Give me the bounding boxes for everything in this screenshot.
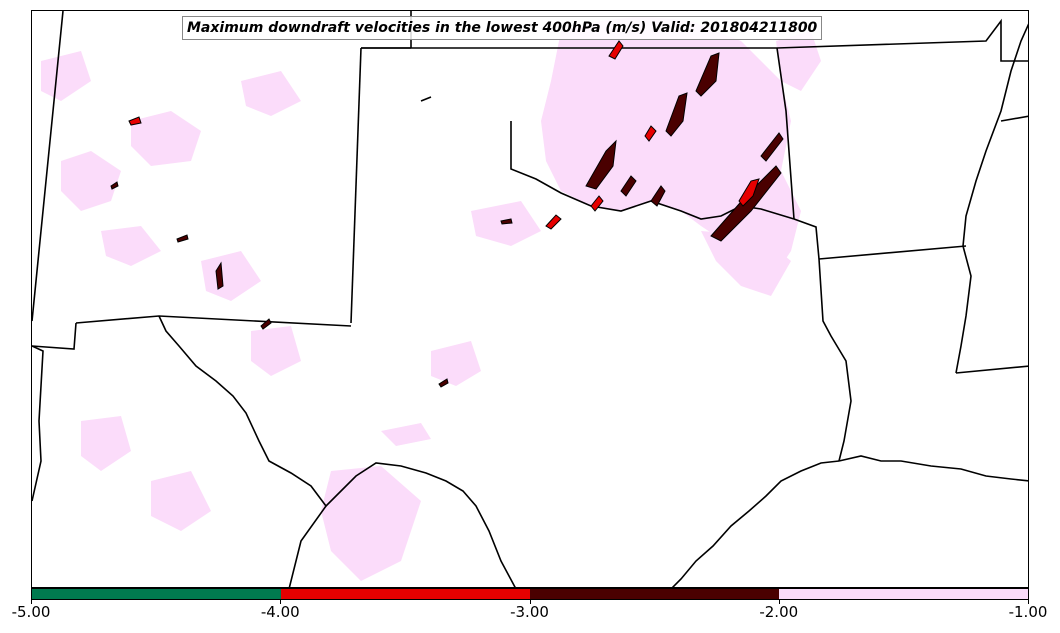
la-coastline [838, 455, 1028, 482]
pink-region-nm-2 [131, 111, 201, 166]
core-ne-6 [620, 175, 637, 197]
core-ne-1 [695, 52, 720, 97]
core-red-6 [590, 195, 604, 212]
pink-region-tx-north [701, 231, 791, 296]
pink-region-nm-5 [41, 51, 91, 101]
colorbar [31, 588, 1029, 600]
pink-region-nm-6 [241, 71, 301, 116]
ar-ms-border [776, 18, 1028, 62]
ms-al-border [1000, 115, 1028, 122]
colorbar-tick [529, 600, 531, 604]
core-red-5 [128, 116, 142, 126]
colorbar-tick-label: -2.00 [759, 603, 799, 621]
core-dark-small-2 [260, 318, 272, 330]
core-red-4 [644, 125, 657, 142]
pink-region-mexico-3 [151, 471, 211, 531]
strong-downdraft-regions [110, 40, 784, 388]
pink-region-mexico-2 [81, 416, 131, 471]
ar-la-border [818, 245, 967, 260]
colorbar-tick-label: -1.00 [1008, 603, 1048, 621]
pink-region-nm-3 [101, 226, 161, 266]
map-panel [31, 10, 1029, 588]
core-red-3 [545, 214, 562, 230]
la-ms-border [955, 365, 1028, 374]
core-ne-7 [650, 185, 666, 207]
core-dark-small-3 [438, 378, 449, 388]
pink-region-mexico-1 [321, 466, 421, 581]
ok-east-border [776, 47, 795, 220]
core-dark-small-5 [176, 234, 189, 243]
colorbar-segment-1 [281, 589, 530, 599]
colorbar-tick-label: -5.00 [11, 603, 51, 621]
map-title: Maximum downdraft velocities in the lowe… [182, 16, 823, 40]
nm-northeast-border [350, 47, 362, 324]
ms-river [955, 23, 1028, 374]
pink-region-tx-central [431, 341, 481, 386]
colorbar-tick [31, 600, 32, 604]
ok-red-river-detail [420, 96, 432, 102]
tx-ar-la-border [793, 218, 852, 462]
nm-tx-south-border [75, 315, 352, 327]
pink-region-tx-west-1 [251, 326, 301, 376]
pink-region-ok-ne [776, 31, 821, 91]
core-dark-small-4 [500, 218, 513, 225]
core-dark-small-1 [215, 261, 224, 290]
core-ne-3 [585, 139, 617, 190]
core-ne-2 [665, 92, 688, 137]
az-mexico-border [32, 345, 44, 502]
colorbar-segment-2 [530, 589, 779, 599]
pink-region-nm-4 [201, 251, 261, 301]
core-dark-small-6 [110, 181, 119, 190]
core-red-2 [738, 178, 760, 207]
weak-downdraft-regions [41, 16, 821, 581]
colorbar-tick [778, 600, 780, 604]
mexico-state-border [288, 505, 327, 587]
map-canvas [32, 11, 1028, 587]
colorbar-tick-label: -3.00 [510, 603, 549, 621]
nm-az-border [32, 11, 64, 322]
colorbar-segment-3 [779, 589, 1028, 599]
pink-region-nm-1 [61, 151, 121, 211]
colorbar-tick [1028, 600, 1029, 604]
pink-region-tx-west-2 [381, 423, 431, 446]
gulf-coastline [671, 460, 840, 587]
core-ne-5 [760, 132, 784, 162]
core-red-1 [608, 40, 624, 60]
nm-tx-west-border [32, 322, 77, 350]
colorbar-tick-label: -4.00 [260, 603, 300, 621]
colorbar-segment-0 [32, 589, 281, 599]
colorbar-tick [280, 600, 282, 604]
